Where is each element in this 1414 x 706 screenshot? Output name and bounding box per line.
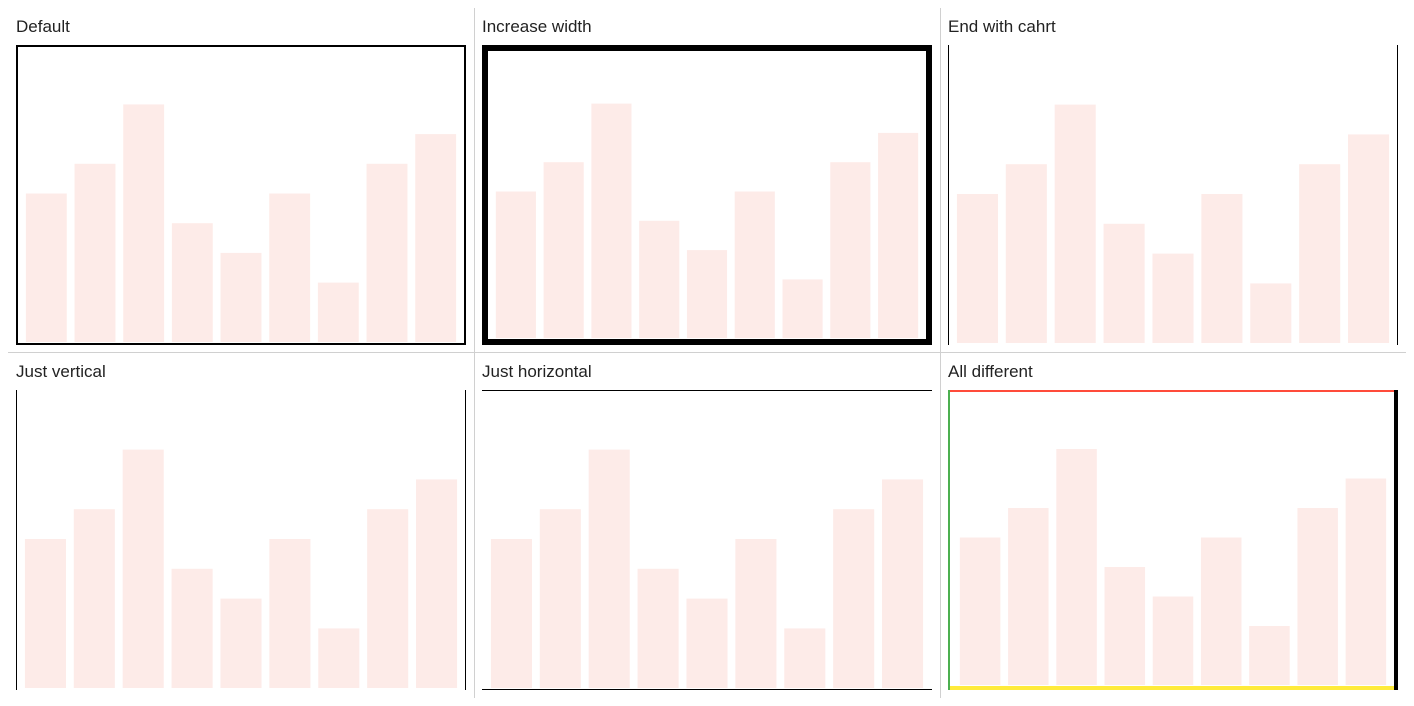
bar-2 (74, 163, 116, 342)
chart-title-end-with-chart: End with cahrt (948, 17, 1056, 36)
bar-1 (495, 191, 536, 338)
bar-7 (1249, 626, 1290, 685)
bar-9 (415, 134, 457, 342)
chart-title-increase-width: Increase width (482, 17, 592, 36)
chart-title-just-horizontal: Just horizontal (482, 362, 592, 381)
bar-4 (1103, 223, 1145, 343)
bar-3 (1054, 104, 1096, 343)
bar-2 (1008, 508, 1049, 685)
bar-1 (24, 539, 66, 688)
bar-7 (782, 279, 823, 338)
bar-1 (959, 537, 1001, 685)
bar-8 (366, 163, 408, 342)
bar-chart-just-vertical (16, 390, 466, 690)
bar-4 (1104, 567, 1146, 685)
bar-6 (1201, 194, 1243, 343)
bar-9 (1348, 134, 1390, 343)
bar-5 (220, 598, 262, 688)
bar-2 (1005, 164, 1047, 343)
grid-divider-vertical-1 (474, 8, 475, 698)
bar-2 (543, 162, 584, 338)
bar-2 (539, 509, 581, 688)
bar-3 (1056, 449, 1097, 685)
bar-7 (317, 282, 359, 342)
bar-9 (882, 479, 924, 688)
bar-chart-end-with-chart (948, 45, 1398, 345)
bar-8 (833, 509, 875, 688)
bar-9 (416, 479, 458, 688)
bar-7 (1250, 283, 1292, 343)
bar-4 (171, 223, 213, 342)
bar-chart-increase-width (482, 45, 932, 345)
bar-chart-just-horizontal (482, 390, 932, 690)
bar-7 (784, 628, 826, 688)
bar-3 (591, 103, 632, 338)
grid-divider-vertical-2 (940, 8, 941, 698)
bar-5 (686, 598, 728, 688)
chart-title-default: Default (16, 17, 70, 36)
bar-1 (25, 193, 67, 342)
grid-divider-horizontal (8, 352, 1406, 353)
bar-chart-default (16, 45, 466, 345)
bar-5 (220, 252, 262, 342)
bar-3 (588, 449, 630, 688)
bar-8 (1299, 164, 1341, 343)
bar-2 (73, 509, 115, 688)
bar-9 (1345, 478, 1387, 685)
bar-1 (490, 539, 532, 688)
bar-4 (171, 568, 213, 688)
bar-1 (956, 194, 998, 343)
bar-3 (123, 104, 165, 343)
bar-3 (122, 449, 164, 688)
bar-6 (735, 539, 777, 688)
bar-8 (367, 509, 409, 688)
bar-7 (318, 628, 360, 688)
bar-4 (637, 568, 679, 688)
bar-chart-all-different (948, 390, 1398, 690)
bar-5 (1152, 253, 1194, 343)
bar-8 (1297, 508, 1338, 685)
bar-6 (734, 191, 775, 338)
bar-4 (639, 220, 680, 338)
bar-5 (1152, 596, 1194, 685)
bar-6 (269, 193, 311, 342)
chart-title-just-vertical: Just vertical (16, 362, 106, 381)
bar-6 (269, 539, 311, 688)
bar-8 (830, 162, 871, 338)
bar-9 (878, 132, 919, 338)
bar-6 (1200, 537, 1242, 685)
bar-5 (686, 250, 728, 338)
chart-title-all-different: All different (948, 362, 1033, 381)
